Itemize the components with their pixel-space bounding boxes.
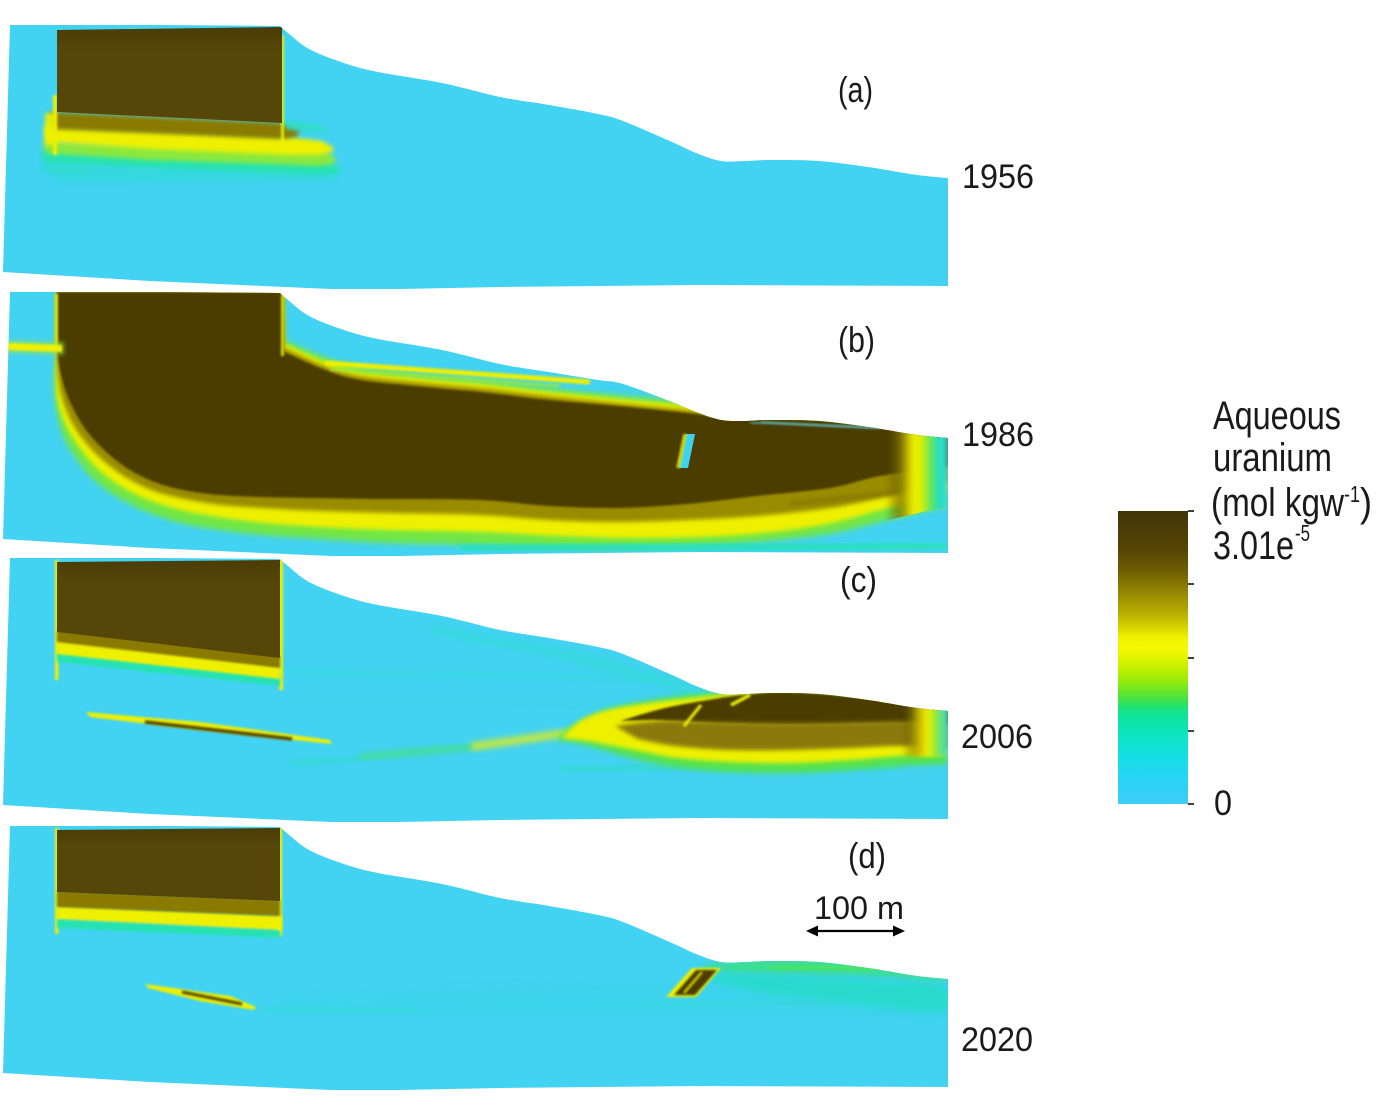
svg-text:uranium: uranium (1213, 436, 1332, 480)
svg-text:3.01e: 3.01e (1213, 524, 1294, 568)
svg-text:2020: 2020 (961, 1021, 1033, 1059)
svg-text:-5: -5 (1295, 520, 1310, 546)
svg-text:100 m: 100 m (814, 890, 904, 926)
svg-text:(c): (c) (840, 559, 877, 600)
svg-text:(a): (a) (838, 69, 873, 110)
svg-text:2006: 2006 (961, 718, 1033, 756)
svg-text:(mol kgw: (mol kgw (1211, 481, 1344, 525)
svg-text:): ) (1360, 481, 1372, 525)
svg-text:(b): (b) (838, 319, 875, 360)
svg-text:0: 0 (1214, 784, 1232, 823)
svg-text:Aqueous: Aqueous (1213, 394, 1341, 438)
svg-text:1986: 1986 (962, 416, 1034, 454)
svg-text:(d): (d) (848, 835, 886, 876)
svg-text:1956: 1956 (962, 158, 1034, 196)
svg-text:-1: -1 (1344, 481, 1360, 507)
